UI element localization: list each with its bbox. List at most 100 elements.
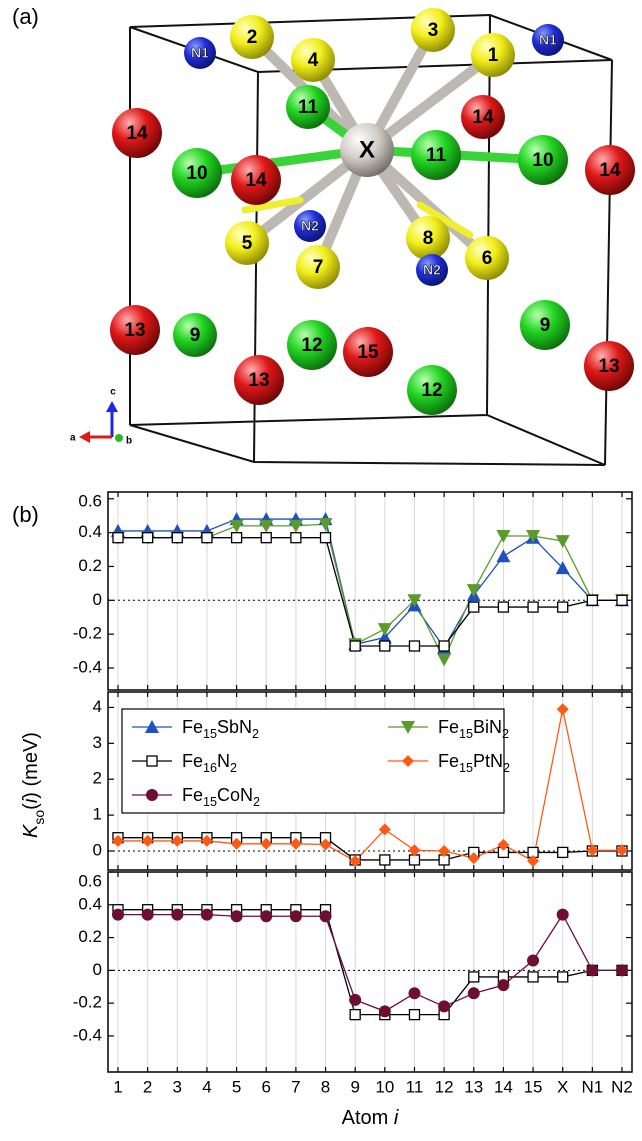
atom-label: 12	[421, 380, 442, 401]
bond	[192, 145, 372, 178]
marker	[466, 584, 481, 598]
marker	[319, 910, 332, 923]
y-tick-label: 0	[93, 840, 102, 859]
marker	[378, 823, 391, 836]
atom-label: 4	[308, 50, 319, 71]
y-tick-label: 0	[93, 590, 102, 609]
marker	[408, 987, 421, 1000]
marker	[141, 908, 154, 921]
marker	[438, 844, 451, 857]
marker	[200, 908, 213, 921]
atom-label: 3	[428, 20, 439, 41]
marker	[497, 601, 510, 613]
x-tick-label: 2	[143, 1077, 152, 1096]
marker	[349, 993, 362, 1006]
atom-label: 14	[126, 123, 148, 144]
marker	[260, 532, 272, 544]
y-tick-label: 4	[93, 697, 102, 716]
marker	[497, 838, 510, 851]
y-tick-label: 1	[93, 805, 102, 824]
atom	[110, 305, 160, 355]
atom-label: 12	[301, 335, 322, 356]
y-tick-label: 0	[93, 960, 102, 979]
x-tick-label: 7	[291, 1077, 300, 1096]
atom-label: N1	[191, 45, 209, 61]
y-tick-label: -0.2	[73, 993, 102, 1012]
b-axis	[115, 434, 123, 442]
marker	[230, 837, 243, 850]
marker	[171, 908, 184, 921]
atom-label: 14	[245, 170, 267, 191]
atom	[112, 108, 162, 158]
marker	[467, 852, 480, 865]
marker	[527, 954, 540, 967]
atom	[461, 95, 505, 139]
marker	[496, 530, 511, 543]
unit-cell	[129, 13, 613, 466]
atom	[230, 15, 274, 59]
marker	[288, 519, 303, 533]
atom-label: 11	[298, 97, 319, 118]
legend-label: Fe16N2	[182, 751, 237, 776]
atom-label: 11	[426, 145, 447, 166]
atom-label: 9	[190, 325, 201, 346]
marker	[438, 1000, 451, 1013]
atom-label: 8	[423, 228, 434, 249]
atom-label: N1	[539, 32, 557, 48]
marker	[379, 854, 391, 866]
y-axis-label: Kso(i) (meV)	[20, 732, 46, 838]
y-tick-label: 0.2	[78, 556, 102, 575]
atom	[406, 216, 450, 260]
marker	[377, 630, 392, 644]
marker	[527, 855, 540, 868]
atom-label: 10	[186, 163, 207, 184]
atom	[416, 254, 448, 286]
atom-label: 6	[482, 248, 493, 269]
atom-label: 10	[532, 150, 553, 171]
marker	[319, 838, 332, 851]
marker	[497, 979, 510, 992]
marker	[318, 518, 333, 532]
marker	[171, 834, 184, 847]
marker	[496, 549, 511, 563]
atom	[520, 300, 570, 350]
atom	[585, 145, 635, 195]
marker	[289, 910, 302, 923]
atom	[411, 8, 455, 52]
atom	[291, 38, 335, 82]
marker	[141, 532, 154, 544]
atom	[287, 320, 337, 370]
legend: Fe15SbN2 Fe15BiN2 Fe16N2 Fe15PtN2 Fe15CoN2	[121, 708, 510, 814]
marker	[557, 846, 569, 859]
x-tick-label: 5	[232, 1077, 241, 1096]
marker	[526, 530, 541, 543]
axis-label: b	[126, 436, 132, 447]
c-arrow	[106, 401, 118, 412]
legend-label: Fe15BiN2	[438, 717, 509, 742]
atom	[407, 365, 457, 415]
marker	[349, 855, 362, 868]
atom-label: X	[359, 136, 375, 163]
marker	[377, 623, 392, 637]
marker	[438, 640, 450, 652]
marker	[408, 854, 421, 866]
legend-label: Fe15SbN2	[182, 717, 259, 742]
marker	[145, 720, 159, 733]
marker	[171, 532, 183, 544]
marker	[112, 532, 124, 544]
marker	[319, 532, 332, 544]
x-tick-label: 11	[406, 1077, 424, 1096]
atom	[225, 221, 269, 265]
x-tick-label: X	[557, 1077, 568, 1096]
atom	[296, 245, 340, 289]
marker	[378, 1005, 391, 1018]
marker	[349, 1008, 361, 1021]
atom	[340, 123, 394, 177]
atoms: 2 4 3 1 N1 N1 11 14 14 10 14 11 10 14 X 5 N2 7 8 N2 6 13 9 12 15…	[110, 8, 635, 415]
marker	[437, 653, 452, 667]
atom-label: 5	[242, 233, 253, 254]
marker	[408, 640, 421, 652]
atom	[173, 313, 217, 357]
marker	[230, 532, 243, 544]
